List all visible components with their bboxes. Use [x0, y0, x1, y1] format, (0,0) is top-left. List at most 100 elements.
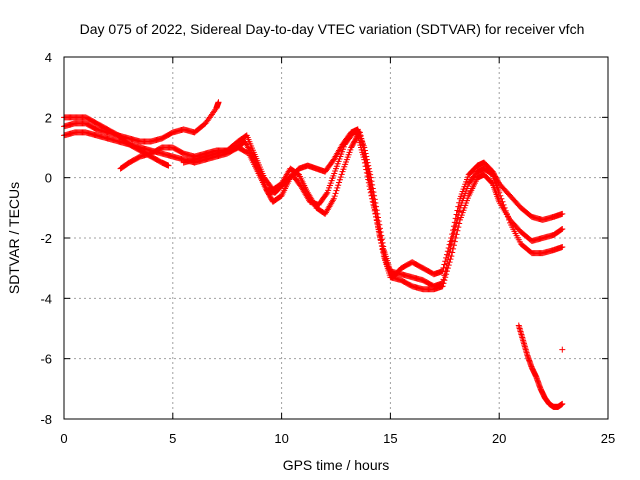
data-point — [323, 190, 330, 197]
data-point — [358, 135, 365, 142]
data-point — [370, 199, 377, 206]
data-point — [451, 219, 458, 226]
data-point — [447, 256, 454, 263]
data-point — [358, 138, 365, 145]
data-point — [455, 203, 462, 210]
data-point — [379, 245, 386, 252]
data-point — [448, 253, 455, 260]
data-point — [454, 207, 461, 214]
data-point — [360, 144, 367, 151]
data-point — [377, 237, 384, 244]
data-point — [449, 249, 456, 256]
data-point — [443, 254, 450, 261]
data-point — [452, 215, 459, 222]
data-point — [445, 244, 452, 251]
data-point — [441, 261, 448, 268]
data-point — [356, 129, 363, 136]
data-point — [450, 227, 457, 234]
x-axis-title: GPS time / hours — [283, 457, 390, 473]
data-point — [338, 171, 345, 178]
x-tick-label: 20 — [492, 431, 506, 446]
data-point — [369, 195, 376, 202]
data-point — [450, 245, 457, 252]
data-point — [373, 217, 380, 224]
data-point — [447, 238, 454, 245]
data-point — [373, 213, 380, 220]
data-point — [360, 147, 367, 154]
data-point — [442, 258, 449, 265]
plot-frame — [63, 56, 609, 420]
data-point — [559, 244, 566, 251]
data-points — [61, 99, 566, 410]
data-point — [335, 182, 342, 189]
data-point — [498, 195, 505, 202]
x-tick-label: 10 — [274, 431, 288, 446]
data-point — [336, 179, 343, 186]
data-point — [382, 256, 389, 263]
data-point — [377, 234, 384, 241]
data-point — [215, 99, 222, 106]
data-point — [334, 184, 341, 191]
data-point — [448, 235, 455, 241]
data-point — [332, 190, 339, 197]
data-point — [443, 271, 450, 278]
y-tick-label: -6 — [40, 352, 52, 367]
data-point — [333, 187, 340, 194]
data-point — [380, 248, 387, 255]
data-point — [381, 253, 388, 260]
grid-lines — [64, 57, 608, 419]
data-point — [441, 277, 448, 284]
data-point — [559, 225, 566, 232]
y-tick-label: 0 — [45, 171, 52, 186]
data-point — [453, 211, 460, 218]
data-point — [165, 162, 172, 169]
y-axis-title: SDTVAR / TECUs — [6, 182, 22, 294]
data-point — [371, 206, 378, 213]
data-point — [446, 259, 453, 266]
data-point — [445, 262, 452, 269]
data-point — [369, 192, 376, 199]
data-point — [368, 188, 375, 195]
x-tick-labels: 0 5 10 15 20 25 — [60, 431, 615, 446]
data-point — [559, 210, 566, 217]
data-point — [456, 199, 463, 206]
data-point — [440, 264, 447, 271]
data-point — [374, 221, 381, 228]
y-tick-label: -2 — [40, 231, 52, 246]
data-point — [364, 163, 371, 170]
data-point — [376, 231, 383, 238]
x-tick-label: 15 — [383, 431, 397, 446]
data-point — [330, 195, 337, 202]
series-track-5 — [180, 129, 566, 281]
data-point — [454, 227, 461, 234]
series-outlier — [559, 346, 566, 353]
data-point — [439, 283, 446, 290]
data-point — [381, 250, 388, 257]
data-point — [331, 193, 338, 200]
data-point — [440, 280, 447, 287]
data-point — [450, 242, 457, 249]
data-point — [558, 226, 565, 233]
data-point — [359, 141, 366, 148]
data-point — [456, 220, 463, 227]
data-point — [449, 231, 456, 238]
data-point — [442, 274, 449, 281]
data-point — [379, 242, 386, 249]
series-track-2 — [61, 99, 222, 145]
data-point — [375, 224, 382, 231]
data-point — [559, 400, 566, 407]
y-tick-label: -8 — [40, 412, 52, 427]
data-point — [337, 174, 344, 181]
data-point — [361, 150, 368, 157]
y-tick-label: -4 — [40, 291, 52, 306]
data-point — [446, 241, 453, 248]
y-tick-label: 2 — [45, 110, 52, 125]
chart-title: Day 075 of 2022, Sidereal Day-to-day VTE… — [80, 21, 585, 37]
data-point — [443, 251, 450, 258]
data-point — [336, 176, 343, 183]
data-point — [362, 153, 369, 160]
data-point — [378, 240, 385, 247]
x-tick-label: 25 — [601, 431, 615, 446]
data-point — [366, 177, 373, 184]
